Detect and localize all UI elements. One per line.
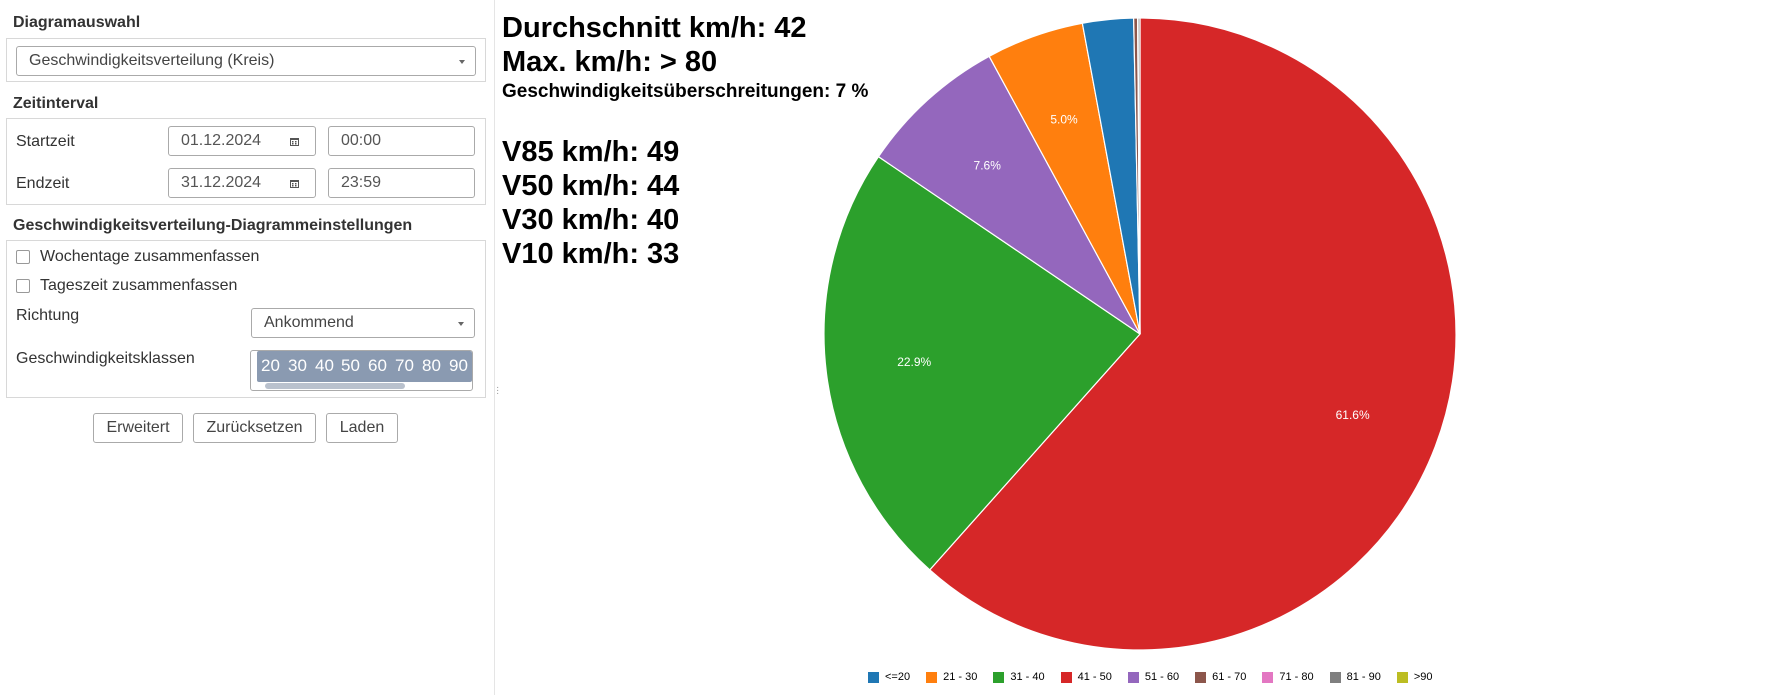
legend-label: 81 - 90 xyxy=(1346,671,1381,683)
start-label: Startzeit xyxy=(16,133,75,150)
chart-legend: <=20 21 - 30 31 - 40 41 - 50 51 - 60 61 - 70 7… xyxy=(868,671,1449,683)
legend-swatch xyxy=(1127,671,1139,683)
legend-label: >90 xyxy=(1413,671,1433,683)
daytime-checkbox-label: Tageszeit zusammenfassen xyxy=(40,277,238,294)
end-label: Endzeit xyxy=(16,175,70,192)
legend-item[interactable]: <=20 xyxy=(868,671,910,683)
v50: V50 km/h: 44 xyxy=(502,170,680,202)
speed-class[interactable]: 50 xyxy=(341,356,360,375)
speed-classes-band: 20 30 40 50 60 70 80 90 xyxy=(257,351,472,382)
interval-box: Startzeit 01.12.2024 00:00 Endzeit 31.12… xyxy=(6,118,486,205)
diagram-select-value: Geschwindigkeitsverteilung (Kreis) xyxy=(29,52,275,69)
legend-label: 71 - 80 xyxy=(1279,671,1314,683)
v85: V85 km/h: 49 xyxy=(502,136,680,168)
legend-swatch xyxy=(926,671,938,683)
legend-item[interactable]: 51 - 60 xyxy=(1127,671,1180,683)
pie-slice[interactable] xyxy=(877,55,1141,335)
pie-data-label: 61.6% xyxy=(1336,408,1370,422)
max-speed: Max. km/h: > 80 xyxy=(502,46,718,78)
diagram-section-title: Diagramauswahl xyxy=(13,14,141,31)
legend-item[interactable]: 31 - 40 xyxy=(993,671,1045,683)
legend-label: <=20 xyxy=(885,671,911,683)
calendar-icon[interactable] xyxy=(290,137,299,146)
speed-distribution-pie-chart: 61.6% 22.9% 7.6% 5.0% xyxy=(823,17,1457,651)
pie-data-label: 7.6% xyxy=(974,158,1002,172)
legend-label: 31 - 40 xyxy=(1010,671,1045,683)
legend-label: 41 - 50 xyxy=(1077,671,1112,683)
speed-class[interactable]: 70 xyxy=(395,356,414,375)
speed-class[interactable]: 90 xyxy=(449,356,468,375)
direction-label: Richtung xyxy=(16,307,80,324)
load-button[interactable]: Laden xyxy=(326,413,398,443)
horizontal-scrollbar[interactable] xyxy=(265,383,405,389)
end-date-input[interactable]: 31.12.2024 xyxy=(168,168,316,198)
legend-item[interactable]: 71 - 80 xyxy=(1262,671,1314,683)
legend-item[interactable]: 81 - 90 xyxy=(1329,671,1381,683)
start-date-value: 01.12.2024 xyxy=(181,132,262,149)
legend-item[interactable]: >90 xyxy=(1396,671,1433,683)
legend-swatch xyxy=(1396,671,1408,683)
diagram-select-box: Geschwindigkeitsverteilung (Kreis) xyxy=(6,38,486,82)
speed-exceedances: Geschwindigkeitsüberschreitungen: 7 % xyxy=(502,81,869,102)
reset-button[interactable]: Zurücksetzen xyxy=(193,413,316,443)
direction-select[interactable]: Ankommend xyxy=(251,308,475,338)
pie-data-label: 5.0% xyxy=(1050,113,1078,127)
settings-section-title: Geschwindigkeitsverteilung-Diagrammeinst… xyxy=(13,217,413,234)
legend-swatch xyxy=(1195,671,1207,683)
legend-swatch xyxy=(1060,671,1072,683)
legend-label: 51 - 60 xyxy=(1144,671,1180,683)
end-date-value: 31.12.2024 xyxy=(181,174,262,191)
settings-panel: Diagramauswahl Geschwindigkeitsverteilun… xyxy=(0,0,495,695)
panel-splitter-handle[interactable]: · · · xyxy=(496,382,500,399)
legend-item[interactable]: 21 - 30 xyxy=(926,671,977,683)
legend-swatch xyxy=(1329,671,1341,683)
chevron-down-icon xyxy=(458,322,464,326)
daytime-checkbox[interactable] xyxy=(16,279,30,293)
pie-slice[interactable] xyxy=(823,155,1141,571)
weekdays-checkbox[interactable] xyxy=(16,250,30,264)
direction-select-value: Ankommend xyxy=(264,314,354,331)
advanced-button[interactable]: Erweitert xyxy=(93,413,183,443)
v30: V30 km/h: 40 xyxy=(502,204,680,236)
start-date-input[interactable]: 01.12.2024 xyxy=(168,126,316,156)
legend-swatch xyxy=(868,671,879,683)
start-time-input[interactable]: 00:00 xyxy=(328,126,475,156)
interval-section-title: Zeitinterval xyxy=(13,95,99,112)
legend-item[interactable]: 61 - 70 xyxy=(1195,671,1246,683)
diagram-select[interactable]: Geschwindigkeitsverteilung (Kreis) xyxy=(16,46,476,76)
pie-data-label: 22.9% xyxy=(897,355,931,369)
pie-slice[interactable] xyxy=(928,17,1457,651)
legend-label: 61 - 70 xyxy=(1212,671,1247,683)
speed-classes-slider[interactable]: 20 30 40 50 60 70 80 90 xyxy=(250,350,473,391)
speed-class[interactable]: 80 xyxy=(422,356,441,375)
start-time-value: 00:00 xyxy=(341,132,382,149)
legend-label: 21 - 30 xyxy=(943,671,978,683)
average-speed: Durchschnitt km/h: 42 xyxy=(502,12,807,44)
pie-slice[interactable] xyxy=(1137,17,1141,335)
end-time-input[interactable]: 23:59 xyxy=(328,168,475,198)
v10: V10 km/h: 33 xyxy=(502,238,680,270)
legend-swatch xyxy=(993,671,1005,683)
end-time-value: 23:59 xyxy=(341,174,382,191)
speed-class[interactable]: 30 xyxy=(288,356,307,375)
speed-class[interactable]: 40 xyxy=(315,356,334,375)
calendar-icon[interactable] xyxy=(290,179,299,188)
speed-class[interactable]: 60 xyxy=(368,356,387,375)
legend-swatch xyxy=(1262,671,1274,683)
speed-class[interactable]: 20 xyxy=(261,356,280,375)
legend-item[interactable]: 41 - 50 xyxy=(1060,671,1112,683)
speed-classes-label: Geschwindigkeitsklassen xyxy=(16,350,195,367)
chevron-down-icon xyxy=(459,60,465,64)
weekdays-checkbox-label: Wochentage zusammenfassen xyxy=(40,248,260,265)
